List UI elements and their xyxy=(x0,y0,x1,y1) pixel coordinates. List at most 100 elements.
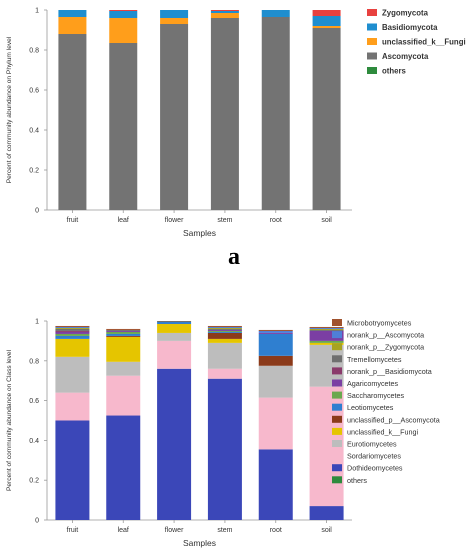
bar-segment xyxy=(258,355,293,366)
legend-swatch xyxy=(332,427,342,435)
legend-swatch xyxy=(332,379,342,387)
bar-segment xyxy=(106,375,141,416)
bar-segment xyxy=(312,26,341,28)
bar-segment xyxy=(312,28,341,210)
y-tick-label: 0 xyxy=(35,518,39,525)
bar-segment xyxy=(160,24,189,210)
legend-label: Leotiomycetes xyxy=(347,403,394,412)
x-tick-label: flower xyxy=(165,527,184,534)
legend-label: Zygomycota xyxy=(382,9,429,18)
bar-segment xyxy=(210,18,239,210)
legend-swatch xyxy=(332,464,342,472)
legend-swatch xyxy=(332,415,342,423)
bar-segment xyxy=(309,327,344,329)
legend-label: Microbotryomycetes xyxy=(347,319,412,328)
bar-segment xyxy=(258,449,293,520)
legend-label: Tremellomycetes xyxy=(347,355,402,364)
legend-label: norank_p__Zygomycota xyxy=(347,343,424,352)
phylum-chart: 0 0.2 0.4 0.6 0.8 1 Percent of community abund… xyxy=(6,8,466,239)
bar-segment xyxy=(261,17,290,210)
legend-swatch xyxy=(332,452,342,460)
legend-swatch xyxy=(367,9,377,16)
bar-segment xyxy=(55,392,90,421)
bar-segment xyxy=(258,365,293,398)
legend-label: Agaricomycetes xyxy=(347,379,399,388)
bar-segment xyxy=(157,321,192,322)
bar-segment xyxy=(106,335,141,337)
bar-segment xyxy=(312,16,341,26)
legend-label: Sordariomycetes xyxy=(347,452,401,461)
bar-segment xyxy=(58,17,87,34)
bar-segment xyxy=(157,340,192,369)
bar-segment xyxy=(160,18,189,24)
bar-segment xyxy=(55,356,90,393)
legend-swatch xyxy=(332,476,342,484)
bar-segment xyxy=(109,10,138,11)
legend-swatch xyxy=(367,67,377,74)
legend-swatch xyxy=(332,319,342,326)
legend-label: unclassified_k__Fungi xyxy=(347,427,419,436)
legend-swatch xyxy=(332,355,342,363)
y-tick-label: 0.8 xyxy=(29,358,39,365)
bar-segment xyxy=(309,330,344,341)
legend-swatch xyxy=(332,331,342,339)
y-axis-label: Percent of community abundance on Class … xyxy=(6,349,13,491)
y-axis-label: Percent of community abundance on Phylum… xyxy=(6,36,13,183)
bar-segment xyxy=(106,333,141,336)
x-tick-label: soil xyxy=(321,527,332,534)
bar-segment xyxy=(109,18,138,43)
bar-segment xyxy=(55,338,90,357)
bar-segment xyxy=(106,336,141,362)
bar-segment xyxy=(207,331,242,333)
legend-label: Saccharomycetes xyxy=(347,391,405,400)
bar-segment xyxy=(109,43,138,210)
y-tick-label: 0.8 xyxy=(29,48,39,55)
bar-segment xyxy=(55,326,90,328)
bar-segment xyxy=(207,368,242,379)
bar-segment xyxy=(106,328,141,330)
y-tick-label: 0.4 xyxy=(29,438,39,445)
bar-segment xyxy=(258,332,293,334)
y-tick-label: 0.6 xyxy=(29,398,39,405)
bar-segment xyxy=(309,340,344,343)
bar-segment xyxy=(258,397,293,450)
x-tick-label: leaf xyxy=(118,217,129,224)
y-tick-label: 0.2 xyxy=(29,478,39,485)
legend-swatch xyxy=(332,391,342,399)
bar-segment xyxy=(106,330,141,332)
legend-swatch xyxy=(332,367,342,375)
legend-label: norank_p__Basidiomycota xyxy=(347,367,432,376)
legend-label: others xyxy=(347,476,367,485)
legend-label: Eurotiomycetes xyxy=(347,440,397,449)
bar-segment xyxy=(309,342,344,345)
legend-swatch xyxy=(332,343,342,351)
bar-segment xyxy=(210,10,239,11)
bar-segment xyxy=(309,506,344,520)
y-tick-label: 0.2 xyxy=(29,168,39,175)
bar-segment xyxy=(207,326,242,328)
bar-segment xyxy=(207,328,242,330)
bar-segment xyxy=(210,13,239,18)
bar-segment xyxy=(55,333,90,336)
bar-segment xyxy=(157,323,192,333)
legend-swatch xyxy=(367,38,377,45)
bar-segment xyxy=(207,378,242,520)
class-chart: 0 0.2 0.4 0.6 0.8 1 Percent of community abund… xyxy=(6,319,440,549)
bar-segment xyxy=(109,11,138,18)
bar-segment xyxy=(261,10,290,17)
x-axis-label: Samples xyxy=(183,538,216,548)
x-tick-label: stem xyxy=(217,527,232,534)
x-tick-label: fruit xyxy=(67,527,79,534)
x-tick-label: leaf xyxy=(118,527,129,534)
legend-label: norank_p__Ascomycota xyxy=(347,331,424,340)
bar-segment xyxy=(210,11,239,13)
bar-segment xyxy=(106,329,141,331)
y-tick-label: 1 xyxy=(35,8,39,15)
x-tick-label: stem xyxy=(217,217,232,224)
legend-label: Ascomycota xyxy=(382,52,429,61)
legend-swatch xyxy=(332,403,342,411)
bar-segment xyxy=(258,330,293,333)
legend-label: Basidiomycota xyxy=(382,23,438,32)
legend-label: others xyxy=(382,67,406,76)
